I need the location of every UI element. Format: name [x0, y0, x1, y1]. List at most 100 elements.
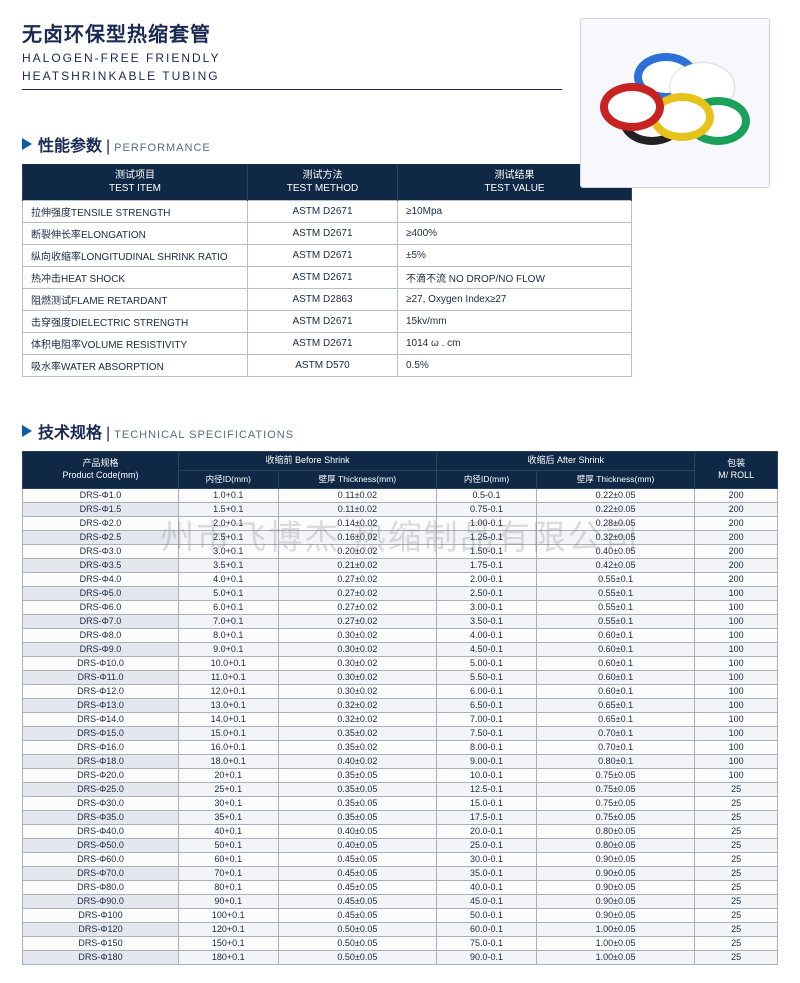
cell: 0.40±0.05 — [536, 544, 695, 558]
perf-heading-en: PERFORMANCE — [114, 142, 211, 154]
cell: 0.32±0.05 — [536, 530, 695, 544]
cell: 40+0.1 — [178, 824, 278, 838]
cell: 0.75±0.05 — [536, 796, 695, 810]
cell: 30.0-0.1 — [437, 852, 537, 866]
cell: 30+0.1 — [178, 796, 278, 810]
cell: 4.50-0.1 — [437, 642, 537, 656]
cell: 0.50±0.05 — [278, 922, 437, 936]
cell: 0.32±0.02 — [278, 712, 437, 726]
cell: DRS-Φ6.0 — [23, 600, 179, 614]
cell: DRS-Φ40.0 — [23, 824, 179, 838]
cell: 0.40±0.05 — [278, 838, 437, 852]
cell: 6.00-0.1 — [437, 684, 537, 698]
cell: 2.0+0.1 — [178, 516, 278, 530]
cell: 1.0+0.1 — [178, 488, 278, 502]
cell: 5.0+0.1 — [178, 586, 278, 600]
table-row: DRS-Φ4.04.0+0.10.27±0.022.00-0.10.55±0.1… — [23, 572, 778, 586]
cell: 120+0.1 — [178, 922, 278, 936]
cell: 0.14±0.02 — [278, 516, 437, 530]
table-row: 体积电阻率VOLUME RESISTIVITYASTM D26711014 ω … — [23, 333, 632, 355]
table-row: 阻燃测试FLAME RETARDANTASTM D2863≥27, Oxygen… — [23, 289, 632, 311]
table-row: DRS-Φ15.015.0+0.10.35±0.027.50-0.10.70±0… — [23, 726, 778, 740]
cell: 100 — [695, 684, 778, 698]
cell: 17.5-0.1 — [437, 810, 537, 824]
heading-separator: | — [106, 425, 110, 443]
cell: DRS-Φ2.0 — [23, 516, 179, 530]
table-row: 击穿强度DIELECTRIC STRENGTHASTM D267115kv/mm — [23, 311, 632, 333]
cell: 0.27±0.02 — [278, 586, 437, 600]
cell: DRS-Φ120 — [23, 922, 179, 936]
cell: 0.50±0.05 — [278, 936, 437, 950]
cell: 90.0-0.1 — [437, 950, 537, 964]
cell: 0.55±0.1 — [536, 572, 695, 586]
cell: 200 — [695, 516, 778, 530]
cell: 3.00-0.1 — [437, 600, 537, 614]
cell: DRS-Φ5.0 — [23, 586, 179, 600]
cell: 1.00±0.05 — [536, 922, 695, 936]
table-row: DRS-Φ16.016.0+0.10.35±0.028.00-0.10.70±0… — [23, 740, 778, 754]
table-row: DRS-Φ35.035+0.10.35±0.0517.5-0.10.75±0.0… — [23, 810, 778, 824]
cell: DRS-Φ70.0 — [23, 866, 179, 880]
cell: 13.0+0.1 — [178, 698, 278, 712]
cell: 0.90±0.05 — [536, 852, 695, 866]
table-row: DRS-Φ5.05.0+0.10.27±0.022.50-0.10.55±0.1… — [23, 586, 778, 600]
cell: DRS-Φ50.0 — [23, 838, 179, 852]
cell: 25 — [695, 796, 778, 810]
cell: 100 — [695, 656, 778, 670]
cell: 4.00-0.1 — [437, 628, 537, 642]
cell: 12.5-0.1 — [437, 782, 537, 796]
spec-th-after-id: 内径ID(mm) — [437, 470, 537, 488]
spec-th-before: 收缩前 Before Shrink — [178, 452, 436, 471]
cell: DRS-Φ90.0 — [23, 894, 179, 908]
table-row: 纵向收缩率LONGITUDINAL SHRINK RATIOASTM D2671… — [23, 245, 632, 267]
cell: DRS-Φ18.0 — [23, 754, 179, 768]
cell: 1.00-0.1 — [437, 516, 537, 530]
cell: 0.32±0.02 — [278, 698, 437, 712]
cell: 100 — [695, 642, 778, 656]
cell: 0.21±0.02 — [278, 558, 437, 572]
cell: DRS-Φ20.0 — [23, 768, 179, 782]
table-row: DRS-Φ20.020+0.10.35±0.0510.0-0.10.75±0.0… — [23, 768, 778, 782]
cell: 0.45±0.05 — [278, 880, 437, 894]
section-head-spec: 技术规格 | TECHNICAL SPECIFICATIONS — [22, 419, 778, 443]
table-row: DRS-Φ3.03.0+0.10.20±0.021.50-0.10.40±0.0… — [23, 544, 778, 558]
table-row: DRS-Φ100100+0.10.45±0.0550.0-0.10.90±0.0… — [23, 908, 778, 922]
table-row: 吸水率WATER ABSORPTIONASTM D5700.5% — [23, 355, 632, 377]
cell: 200 — [695, 572, 778, 586]
bullet-icon — [22, 138, 32, 150]
cell: 0.35±0.02 — [278, 726, 437, 740]
cell: 10.0-0.1 — [437, 768, 537, 782]
cell: 0.50±0.05 — [278, 950, 437, 964]
cell: 20.0-0.1 — [437, 824, 537, 838]
cell: 0.5-0.1 — [437, 488, 537, 502]
table-row: DRS-Φ50.050+0.10.40±0.0525.0-0.10.80±0.0… — [23, 838, 778, 852]
cell: 1.50-0.1 — [437, 544, 537, 558]
cell: 0.60±0.1 — [536, 656, 695, 670]
cell: 7.00-0.1 — [437, 712, 537, 726]
cell: 0.70±0.1 — [536, 740, 695, 754]
spec-th-code: 产品规格Product Code(mm) — [23, 452, 179, 489]
table-row: DRS-Φ11.011.0+0.10.30±0.025.50-0.10.60±0… — [23, 670, 778, 684]
cell: 25+0.1 — [178, 782, 278, 796]
cell: 0.60±0.1 — [536, 684, 695, 698]
cell: 0.65±0.1 — [536, 698, 695, 712]
cell: 2.50-0.1 — [437, 586, 537, 600]
cell: 0.75-0.1 — [437, 502, 537, 516]
cell: DRS-Φ80.0 — [23, 880, 179, 894]
cell: DRS-Φ60.0 — [23, 852, 179, 866]
cell: DRS-Φ4.0 — [23, 572, 179, 586]
cell: DRS-Φ8.0 — [23, 628, 179, 642]
spec-heading-en: TECHNICAL SPECIFICATIONS — [114, 429, 294, 441]
cell: 0.30±0.02 — [278, 628, 437, 642]
cell: 100 — [695, 600, 778, 614]
cell: 100 — [695, 586, 778, 600]
cell: DRS-Φ1.0 — [23, 488, 179, 502]
table-row: DRS-Φ60.060+0.10.45±0.0530.0-0.10.90±0.0… — [23, 852, 778, 866]
cell: 6.50-0.1 — [437, 698, 537, 712]
cell: DRS-Φ13.0 — [23, 698, 179, 712]
cell: DRS-Φ35.0 — [23, 810, 179, 824]
table-row: DRS-Φ7.07.0+0.10.27±0.023.50-0.10.55±0.1… — [23, 614, 778, 628]
cell: 0.40±0.02 — [278, 754, 437, 768]
table-row: DRS-Φ30.030+0.10.35±0.0515.0-0.10.75±0.0… — [23, 796, 778, 810]
table-row: DRS-Φ18.018.0+0.10.40±0.029.00-0.10.80±0… — [23, 754, 778, 768]
